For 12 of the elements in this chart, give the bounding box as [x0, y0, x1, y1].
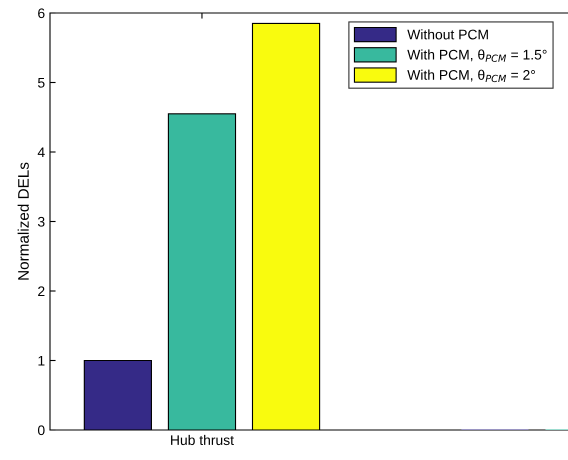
y-tick-label: 3	[38, 216, 45, 227]
legend-label: With PCM, θ$_{PCM}$ = 1.5°	[407, 49, 547, 62]
y-tick-label: 0	[38, 425, 45, 436]
y-tick-label: 6	[38, 8, 45, 18]
legend-label: Without PCM	[407, 29, 488, 40]
y-tick-label: 5	[38, 78, 45, 88]
y-tick-label: 4	[38, 147, 45, 158]
legend-label: With PCM, θ$_{PCM}$ = 2°	[407, 70, 535, 82]
y-tick-label: 1	[38, 356, 44, 366]
y-tick-label: 2	[38, 286, 44, 296]
y-axis-title: Normalized DELs	[18, 162, 29, 280]
x-tick-label: Hub thrust	[171, 434, 234, 446]
